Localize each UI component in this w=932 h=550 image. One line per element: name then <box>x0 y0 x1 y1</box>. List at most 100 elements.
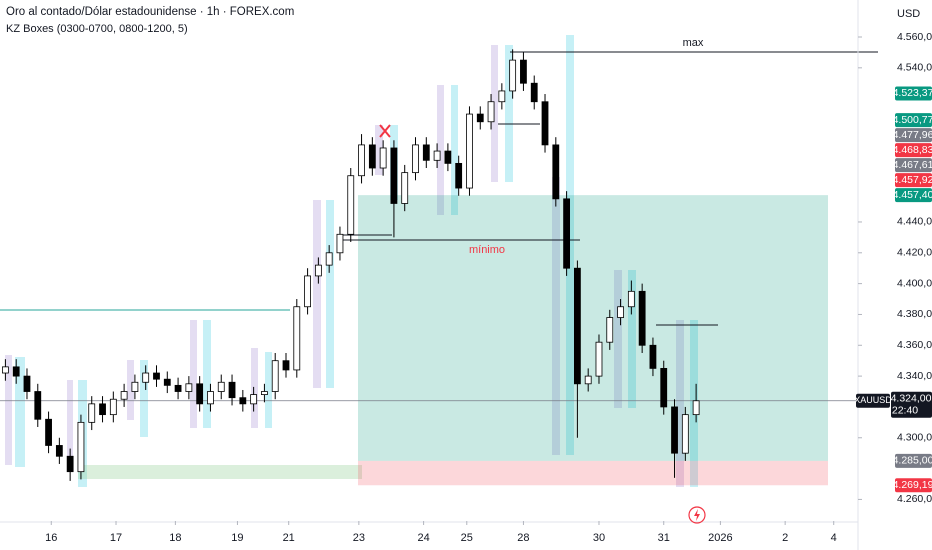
kz-box <box>251 348 258 428</box>
candle-body <box>530 82 538 103</box>
currency: USD <box>897 8 920 20</box>
kz-box <box>628 270 636 408</box>
candle-body <box>163 378 171 386</box>
candle-body <box>347 175 355 235</box>
max-label: max <box>683 37 704 49</box>
candle-body <box>573 267 581 385</box>
candle-body <box>401 172 409 204</box>
candle-body <box>142 372 150 383</box>
candle-body <box>185 383 193 392</box>
kz-box <box>127 360 134 420</box>
price-tag-label: 4.467,61 <box>893 159 932 171</box>
candle-body <box>412 144 419 174</box>
candle-body <box>520 59 527 84</box>
price-tag <box>895 478 932 493</box>
price-tag-label: 4.523,37 <box>893 87 932 99</box>
price-tag-label: 4.500,77 <box>893 114 932 126</box>
candle-body <box>120 391 128 400</box>
candle-body <box>207 391 214 405</box>
candle-body <box>261 391 268 396</box>
candle-body <box>293 306 301 371</box>
candle-body <box>45 418 52 446</box>
candle-body <box>595 341 603 377</box>
last-price-label: 4.324,00 <box>891 393 932 405</box>
x-tick-label: 18 <box>169 532 181 544</box>
candle-body <box>271 360 279 392</box>
x-tick-label: 2 <box>782 532 788 544</box>
candle-body <box>606 317 614 343</box>
y-tick-label: 4.440,00 <box>897 216 932 228</box>
candle-body <box>228 381 236 399</box>
kz-box <box>15 357 25 467</box>
price-tag-label: 4.457,40 <box>893 189 932 201</box>
kz-box <box>375 125 383 175</box>
price-tag-label: 4.285,00 <box>893 455 932 467</box>
kz-box <box>491 45 498 182</box>
candle-body <box>487 101 495 123</box>
kz-box <box>5 355 12 465</box>
candle-body <box>55 445 63 457</box>
candle-body <box>34 391 42 420</box>
events-bolt <box>694 509 700 521</box>
x-tick-label: 17 <box>110 532 122 544</box>
price-tag-label: 4.269,19 <box>893 479 932 491</box>
candle-body <box>660 367 668 408</box>
candle-body <box>358 144 365 177</box>
events-icon[interactable] <box>688 506 706 524</box>
x-tick-label: 21 <box>283 532 295 544</box>
candle-body <box>109 398 117 416</box>
chart-title: Oro al contado/Dólar estadounidense · 1h… <box>6 6 294 18</box>
candle-body <box>638 290 646 346</box>
symbol-label: XAUUSD <box>854 395 892 405</box>
countdown-label: 22:40 <box>892 405 918 417</box>
candle-body <box>617 306 624 318</box>
candle-body <box>217 381 225 392</box>
candle-body <box>563 198 571 269</box>
candle-body <box>541 101 549 146</box>
candle-body <box>422 144 430 161</box>
candle-body <box>390 147 398 204</box>
kz-box <box>505 45 513 182</box>
kz-box <box>451 85 458 215</box>
kz-box <box>140 360 148 437</box>
candle-body <box>131 381 139 392</box>
candle-body <box>174 384 182 392</box>
candle-body <box>325 252 333 266</box>
candle-body <box>692 400 700 416</box>
kz-box <box>313 200 321 388</box>
price-tag <box>895 173 932 188</box>
kz-box <box>552 177 560 455</box>
y-tick-label: 4.300,00 <box>897 432 932 444</box>
candle-body <box>498 90 506 103</box>
candle-body <box>196 383 204 405</box>
candle-body <box>12 366 20 377</box>
candle-body <box>671 406 678 454</box>
y-tick-label: 4.540,00 <box>897 62 932 74</box>
y-tick-label: 4.420,00 <box>897 247 932 259</box>
y-tick-label: 4.340,00 <box>897 370 932 382</box>
candle-body <box>250 394 258 405</box>
symbol-tag <box>856 393 890 408</box>
candle-body <box>99 403 106 416</box>
price-tag <box>895 113 932 128</box>
candle-body <box>239 397 247 405</box>
x-tick-label: 19 <box>231 532 243 544</box>
x-tick-label: 31 <box>658 532 670 544</box>
candle-body <box>379 147 387 169</box>
y-tick-label: 4.380,00 <box>897 308 932 320</box>
candles <box>1 49 700 481</box>
candle-body <box>282 360 290 371</box>
x-tick-label: 4 <box>831 532 837 544</box>
candle-body <box>66 455 74 473</box>
x-tick-label: 24 <box>417 532 429 544</box>
indicator-label: KZ Boxes (0300-0700, 0800-1200, 5) <box>6 23 188 35</box>
price-tag-label: 4.477,96 <box>893 129 932 141</box>
price-tag <box>895 453 932 468</box>
last-price-tag <box>891 391 932 418</box>
kz-box <box>203 320 211 428</box>
kz-box <box>326 200 334 388</box>
y-tick-label: 4.260,00 <box>897 493 932 505</box>
kz-box <box>67 380 73 467</box>
price-tag <box>895 188 932 203</box>
